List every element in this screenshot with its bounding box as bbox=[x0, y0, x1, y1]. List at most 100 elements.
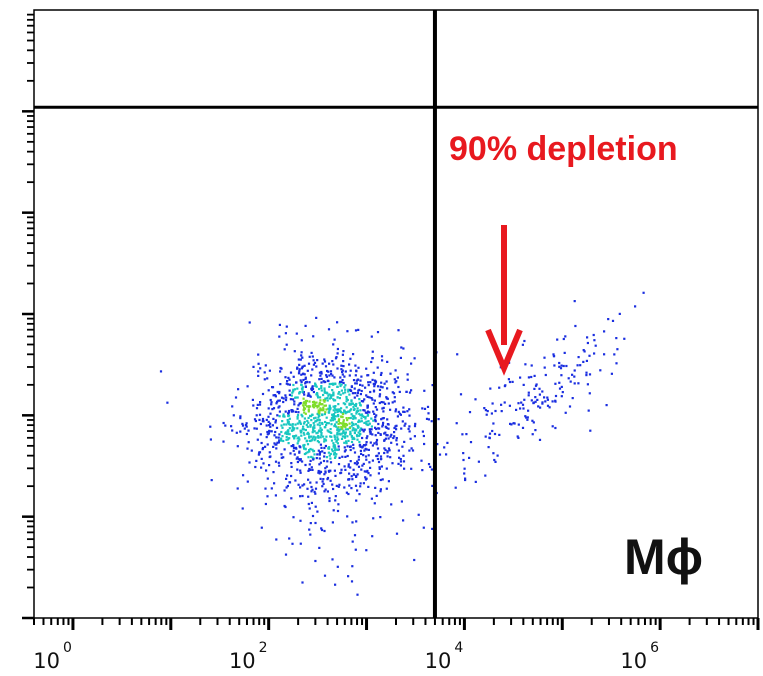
data-point bbox=[363, 415, 366, 418]
data-point bbox=[239, 430, 242, 433]
data-point bbox=[375, 454, 378, 458]
data-point bbox=[553, 364, 556, 367]
data-point bbox=[301, 494, 304, 498]
data-point bbox=[356, 394, 359, 397]
data-point bbox=[303, 483, 306, 486]
data-point bbox=[321, 422, 324, 426]
data-point bbox=[364, 386, 367, 389]
data-point bbox=[294, 410, 297, 413]
data-point bbox=[344, 455, 347, 458]
data-point bbox=[366, 395, 369, 398]
data-point bbox=[530, 364, 533, 367]
data-point bbox=[485, 413, 488, 416]
data-point bbox=[409, 437, 412, 440]
data-point bbox=[329, 461, 333, 464]
data-point bbox=[594, 344, 597, 347]
data-point bbox=[374, 420, 377, 423]
data-point bbox=[297, 358, 300, 361]
data-point bbox=[368, 411, 371, 414]
data-point bbox=[461, 433, 464, 436]
data-point bbox=[325, 435, 328, 438]
data-point bbox=[307, 431, 310, 434]
data-point bbox=[332, 343, 335, 346]
data-point bbox=[313, 417, 316, 420]
data-point bbox=[353, 431, 356, 435]
data-point bbox=[323, 451, 326, 455]
data-point bbox=[320, 527, 323, 530]
data-point bbox=[406, 410, 409, 413]
data-point bbox=[527, 376, 530, 379]
data-point bbox=[300, 384, 303, 387]
data-point bbox=[288, 537, 291, 540]
data-point bbox=[431, 484, 434, 487]
data-point bbox=[266, 377, 269, 380]
data-point bbox=[335, 484, 338, 487]
data-point bbox=[326, 422, 329, 425]
data-point bbox=[296, 427, 299, 430]
data-point bbox=[352, 468, 355, 471]
data-point bbox=[311, 386, 314, 389]
data-point bbox=[399, 356, 402, 359]
data-point bbox=[348, 484, 351, 487]
data-point bbox=[288, 378, 291, 381]
data-point bbox=[486, 410, 489, 413]
data-point bbox=[373, 412, 376, 415]
data-point bbox=[288, 423, 291, 426]
data-point bbox=[362, 454, 365, 457]
data-point bbox=[348, 403, 351, 406]
data-point bbox=[366, 406, 369, 409]
data-point bbox=[365, 437, 368, 440]
data-point bbox=[311, 401, 315, 404]
x-tick-label-base: 10 bbox=[620, 649, 647, 673]
data-point bbox=[346, 428, 350, 431]
data-point bbox=[385, 434, 388, 437]
data-point bbox=[399, 460, 403, 463]
data-point bbox=[332, 405, 335, 408]
data-point bbox=[346, 419, 349, 422]
data-point bbox=[354, 404, 358, 408]
data-point bbox=[364, 411, 367, 414]
data-point bbox=[350, 385, 353, 388]
data-point bbox=[538, 393, 541, 396]
data-point bbox=[318, 387, 321, 391]
data-point bbox=[281, 426, 284, 429]
data-point bbox=[313, 430, 316, 433]
data-point bbox=[366, 404, 369, 407]
data-point bbox=[588, 354, 591, 357]
data-point bbox=[278, 392, 281, 395]
data-point bbox=[350, 400, 353, 403]
data-point bbox=[567, 377, 570, 380]
data-point bbox=[290, 474, 293, 478]
data-point bbox=[376, 366, 379, 369]
data-point bbox=[298, 445, 301, 448]
data-point bbox=[296, 413, 300, 417]
data-point bbox=[307, 478, 310, 481]
data-point bbox=[319, 396, 322, 399]
data-point bbox=[524, 415, 527, 418]
data-point bbox=[593, 339, 596, 342]
data-point bbox=[372, 410, 375, 413]
data-point bbox=[303, 420, 306, 424]
data-point bbox=[402, 410, 405, 413]
data-point bbox=[324, 488, 327, 491]
data-point bbox=[642, 291, 645, 294]
data-point bbox=[544, 373, 547, 377]
data-point bbox=[327, 411, 330, 414]
data-point bbox=[307, 406, 310, 409]
data-point bbox=[299, 469, 302, 472]
data-point bbox=[420, 459, 423, 462]
data-point bbox=[284, 553, 288, 556]
data-point bbox=[333, 338, 336, 341]
data-point bbox=[302, 378, 305, 382]
data-point bbox=[503, 401, 506, 404]
data-point bbox=[314, 559, 317, 563]
data-point bbox=[397, 329, 400, 332]
data-point bbox=[364, 417, 367, 420]
data-point bbox=[239, 415, 242, 418]
data-point bbox=[274, 494, 277, 497]
data-point bbox=[339, 393, 342, 396]
data-point bbox=[275, 447, 278, 450]
data-point bbox=[357, 465, 361, 468]
data-point bbox=[366, 414, 370, 417]
data-point bbox=[516, 435, 519, 438]
